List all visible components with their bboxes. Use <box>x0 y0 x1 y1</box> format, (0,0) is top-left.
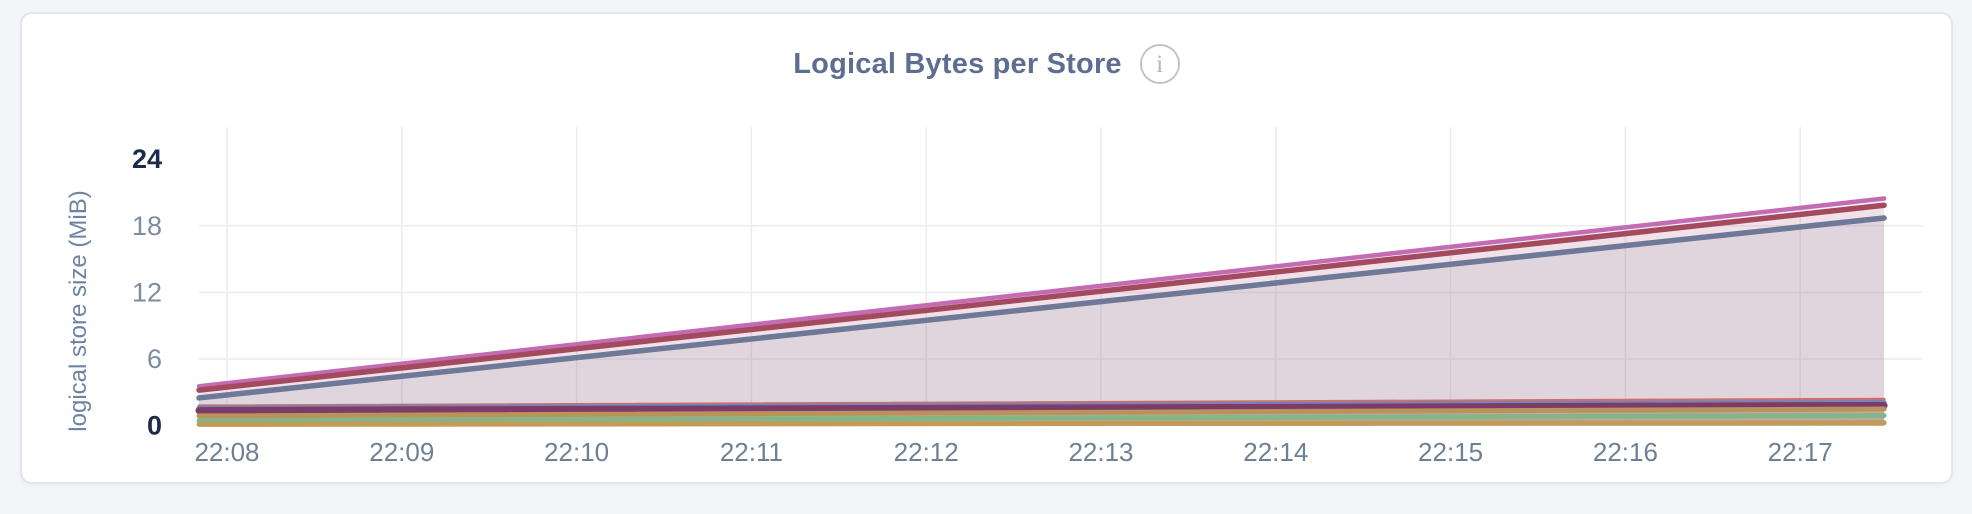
x-tick-label: 22:14 <box>1243 437 1308 467</box>
y-tick-label: 6 <box>147 344 162 374</box>
y-tick-label: 12 <box>132 277 162 307</box>
x-tick-label: 22:16 <box>1593 437 1658 467</box>
x-tick-label: 22:12 <box>894 437 959 467</box>
x-tick-label: 22:13 <box>1068 437 1133 467</box>
info-icon[interactable]: i <box>1139 44 1180 84</box>
x-tick-label: 22:10 <box>544 437 609 467</box>
store-area-green-line <box>196 412 1887 424</box>
y-tick-label: 0 <box>147 411 162 441</box>
store-area-orchid-line <box>196 196 1887 389</box>
chart-title: Logical Bytes per Store <box>793 47 1122 80</box>
y-tick-label: 18 <box>132 211 162 241</box>
chart-header: Logical Bytes per Store i <box>22 44 1951 84</box>
logical-bytes-chart: 0 6 12 18 24 22:08 22:09 22:10 22:11 22:12 22:13 22… <box>65 127 1922 467</box>
x-tick-label: 22:08 <box>194 437 259 467</box>
store-area-tan-line <box>196 420 1887 427</box>
store-area-slate-fill <box>199 217 1885 426</box>
store-area-slate-line <box>196 215 1887 401</box>
store-area-orchid-fill <box>199 198 1885 426</box>
x-tick-label: 22:11 <box>720 437 783 467</box>
y-axis-title: logical store size (MiB) <box>65 190 92 431</box>
store-area-darkred-line <box>196 202 1887 393</box>
chart-card: Logical Bytes per Store i 0 6 12 18 24 22:08 2… <box>20 12 1953 484</box>
y-tick-label: 24 <box>132 144 162 174</box>
store-area-darkmagenta-line <box>195 401 1888 415</box>
store-area-khaki-line <box>196 406 1887 419</box>
x-tick-label: 22:15 <box>1418 437 1483 467</box>
x-tick-label: 22:09 <box>369 437 434 467</box>
x-tick-label: 22:17 <box>1768 437 1833 467</box>
